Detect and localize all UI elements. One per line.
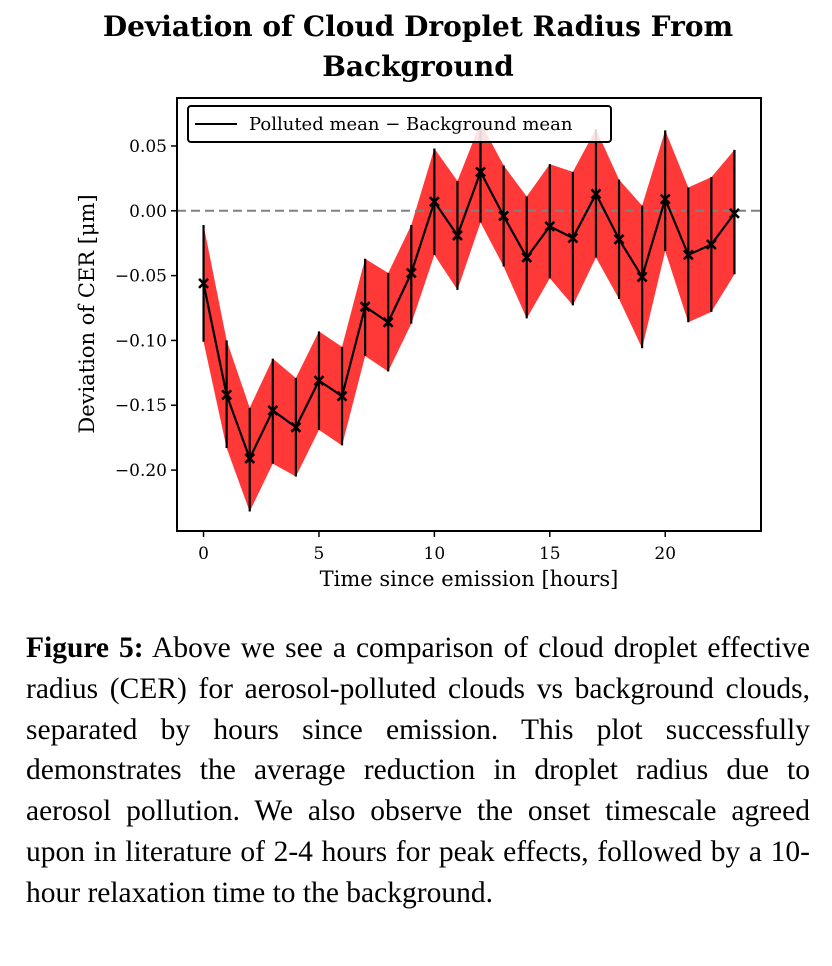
chart-title-line-1: Deviation of Cloud Droplet Radius From bbox=[103, 10, 733, 43]
data-point bbox=[475, 166, 486, 178]
y-tick-label: −0.15 bbox=[115, 396, 167, 416]
y-tick-label: 0.00 bbox=[129, 202, 167, 222]
x-tick-label: 5 bbox=[314, 544, 325, 564]
series-segment bbox=[549, 225, 574, 239]
series-segment bbox=[687, 243, 712, 256]
error-bands bbox=[203, 122, 735, 512]
series-lines bbox=[202, 171, 736, 459]
series-segment bbox=[502, 215, 528, 258]
series-segment bbox=[248, 409, 274, 459]
series-segment bbox=[410, 201, 436, 274]
x-axis-ticks: 0 5 10 15 20 bbox=[198, 531, 676, 564]
legend-box bbox=[187, 105, 612, 143]
data-point bbox=[336, 390, 348, 402]
data-point bbox=[613, 233, 625, 245]
legend-label: Polluted mean − Background mean bbox=[249, 114, 573, 135]
x-axis-label: Time since emission [hours] bbox=[320, 567, 619, 591]
series-segment bbox=[340, 306, 367, 397]
y-axis-ticks: 0.05 0.00 −0.05 −0.10 −0.15 −0.20 bbox=[115, 137, 177, 481]
x-tick-label: 10 bbox=[424, 544, 446, 564]
y-axis-label: Deviation of CER [μm] bbox=[75, 194, 99, 433]
series-segment bbox=[387, 272, 413, 323]
data-point bbox=[544, 220, 556, 232]
data-point bbox=[198, 277, 209, 289]
data-point bbox=[452, 229, 463, 241]
series-segment bbox=[202, 283, 228, 396]
x-tick-label: 15 bbox=[539, 544, 561, 564]
series-segment bbox=[618, 238, 644, 278]
data-point bbox=[705, 239, 717, 250]
data-point bbox=[405, 267, 417, 279]
data-point bbox=[659, 193, 671, 205]
series-segment bbox=[525, 225, 551, 259]
data-point bbox=[290, 421, 302, 433]
data-point bbox=[636, 271, 648, 283]
data-point bbox=[729, 207, 740, 219]
series-segment bbox=[294, 380, 320, 428]
cer-deviation-chart: Deviation of Cloud Droplet Radius From B… bbox=[75, 10, 762, 591]
data-point bbox=[267, 405, 279, 416]
series-segment bbox=[433, 201, 459, 237]
chart-title-line-2: Background bbox=[322, 50, 514, 83]
figure-caption: Figure 5: Above we see a comparison of c… bbox=[26, 628, 810, 914]
plot-area bbox=[177, 122, 761, 512]
series-segment bbox=[456, 171, 482, 236]
y-tick-label: −0.10 bbox=[115, 331, 167, 351]
data-point bbox=[567, 232, 579, 244]
figure-label: Figure 5: bbox=[26, 632, 144, 664]
series-segment bbox=[710, 212, 736, 246]
data-point bbox=[221, 389, 233, 401]
data-point bbox=[313, 375, 325, 387]
data-point bbox=[244, 452, 256, 464]
y-tick-label: 0.05 bbox=[129, 137, 167, 157]
data-point bbox=[428, 196, 440, 208]
caption-text: Above we see a comparison of cloud dropl… bbox=[26, 632, 811, 909]
data-markers bbox=[198, 166, 740, 464]
data-point bbox=[682, 249, 694, 261]
x-tick-label: 0 bbox=[198, 544, 209, 564]
data-point bbox=[521, 252, 533, 263]
error-band bbox=[203, 122, 735, 512]
data-point bbox=[382, 316, 394, 328]
data-point bbox=[590, 188, 602, 200]
y-tick-label: −0.05 bbox=[115, 267, 167, 287]
plot-frame bbox=[176, 97, 762, 532]
data-point bbox=[498, 210, 510, 222]
series-segment bbox=[641, 198, 667, 278]
x-tick-label: 20 bbox=[654, 544, 676, 564]
series-segment bbox=[225, 394, 251, 459]
data-point bbox=[359, 301, 371, 313]
series-segment bbox=[664, 198, 690, 256]
series-segment bbox=[571, 193, 597, 239]
legend: Polluted mean − Background mean bbox=[187, 105, 612, 143]
y-tick-label: −0.20 bbox=[115, 461, 167, 481]
series-segment bbox=[594, 193, 621, 240]
series-segment bbox=[479, 171, 505, 217]
